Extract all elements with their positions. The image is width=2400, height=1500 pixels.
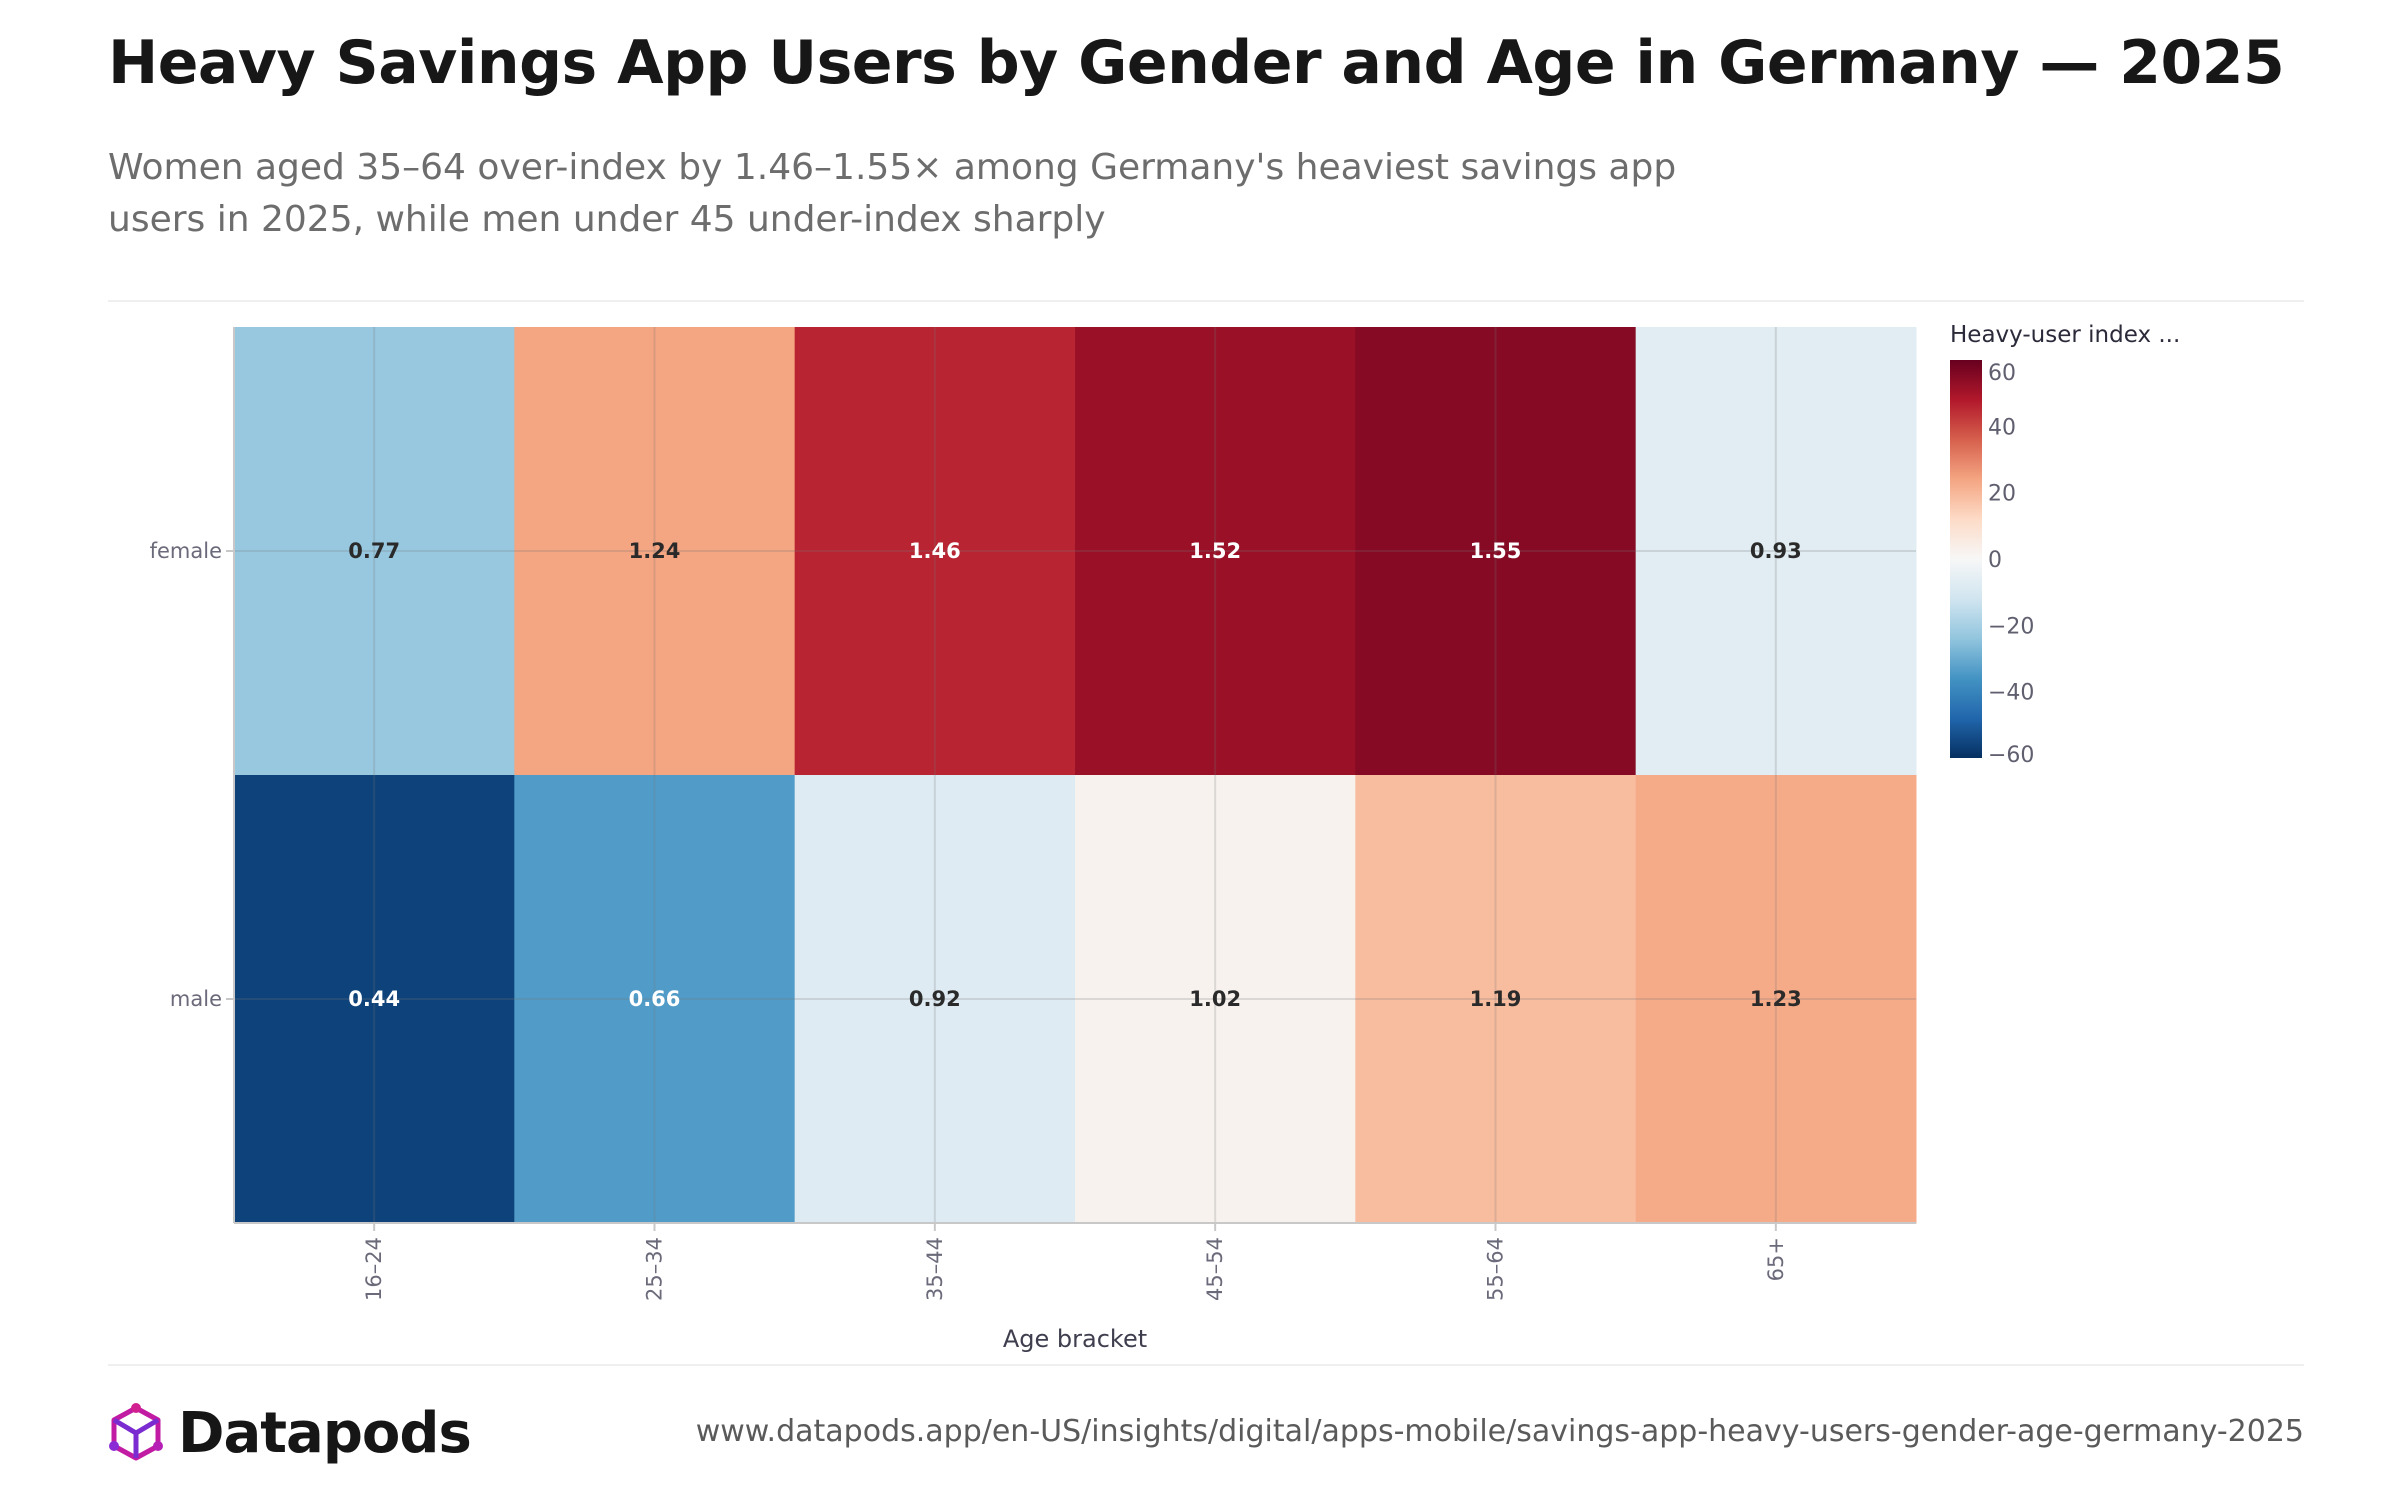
page-title: Heavy Savings App Users by Gender and Ag… [108,28,2285,98]
colorbar-tick-label: −40 [1988,681,2034,706]
heatmap-cell-female-1[interactable] [514,327,796,776]
cell-value-label: 1.02 [1189,987,1241,1011]
x-tick-label: 45–54 [1203,1237,1227,1301]
cell-labels: 0.77 1.24 1.46 1.52 1.55 0.93 0.44 0.66 0.92 1.02… [348,539,1801,1011]
cell-value-label: 1.24 [629,539,681,563]
gridlines [234,327,1916,1223]
heatmap-chart: 0.77 1.24 1.46 1.52 1.55 0.93 0.44 0.66 0.92 1.02… [150,322,2181,1353]
cell-value-label: 1.46 [909,539,961,563]
cell-value-label: 1.19 [1470,987,1522,1011]
footer-logo[interactable]: Datapods [108,1398,472,1468]
colorbar-tick-label: −60 [1988,743,2034,768]
cell-value-label: 0.77 [348,539,400,563]
source-url[interactable]: www.datapods.app/en-US/insights/digital/… [695,1414,2304,1449]
colorbar-tick-label: −20 [1988,614,2034,639]
x-tick-label: 16–24 [362,1237,386,1301]
x-tick-label: 25–34 [643,1237,667,1301]
colorbar-tick-label: 40 [1988,415,2016,440]
y-tick-label: female [150,539,222,563]
heatmap-cell-male-1[interactable] [514,775,796,1224]
brand-name: Datapods [178,1400,472,1466]
colorbar: Heavy-user index ... 60 40 20 0 −20 −40 −60 [1950,322,2180,768]
x-tick-label: 35–44 [923,1237,947,1301]
heatmap-cell-female-0[interactable] [234,327,515,776]
x-tick-label: 55–64 [1484,1237,1508,1301]
heatmap-cell-female-5[interactable] [1635,327,1917,776]
heatmap-cell-male-4[interactable] [1355,775,1637,1224]
heatmap-cell-male-5[interactable] [1635,775,1917,1224]
colorbar-tick-label: 20 [1988,482,2016,507]
cell-value-label: 0.44 [348,987,400,1011]
colorbar-title: Heavy-user index ... [1950,322,2180,348]
colorbar-tick-label: 0 [1988,548,2002,573]
heatmap-cell-male-0[interactable] [234,775,515,1224]
datapods-logo-icon [109,1403,163,1461]
cell-value-label: 1.55 [1470,539,1522,563]
heatmap-cells [234,327,1917,1224]
top-divider [108,300,2304,302]
heatmap-cell-male-3[interactable] [1075,775,1356,1224]
bottom-divider [108,1364,2304,1366]
heatmap-cell-female-4[interactable] [1355,327,1637,776]
cell-value-label: 0.93 [1750,539,1802,563]
x-tick-label: 65+ [1764,1237,1788,1281]
x-axis-title: Age bracket [1003,1325,1147,1353]
axes: female male 16–24 25–34 35–44 45–54 55–64 65+ Ag… [150,327,1916,1353]
colorbar-tick-label: 60 [1988,361,2016,386]
y-tick-label: male [170,987,222,1011]
cell-value-label: 0.66 [629,987,681,1011]
cell-value-label: 1.52 [1189,539,1241,563]
heatmap-cell-male-2[interactable] [794,775,1076,1224]
cell-value-label: 1.23 [1750,987,1802,1011]
page-subtitle: Women aged 35–64 over-index by 1.46–1.55… [108,147,1677,240]
heatmap-cell-female-3[interactable] [1075,327,1356,776]
colorbar-gradient [1950,360,1982,758]
heatmap-cell-female-2[interactable] [794,327,1076,776]
cell-value-label: 0.92 [909,987,961,1011]
